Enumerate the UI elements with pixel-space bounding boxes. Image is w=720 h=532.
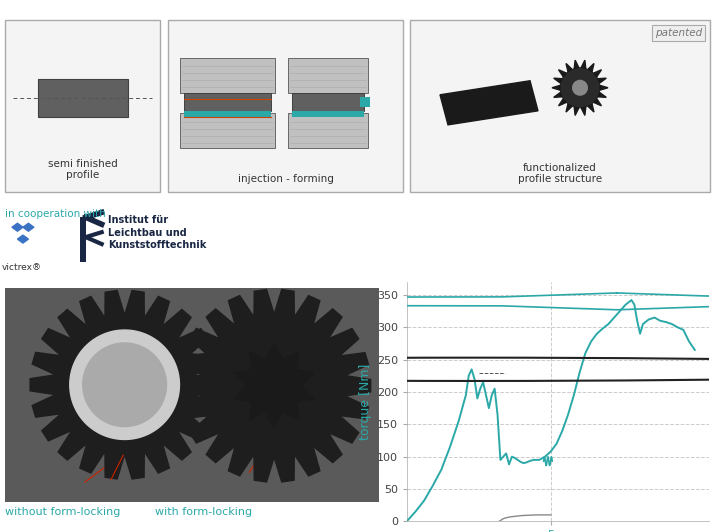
Text: victrex®: victrex® <box>2 263 42 272</box>
Polygon shape <box>83 343 166 427</box>
Polygon shape <box>566 104 572 112</box>
Polygon shape <box>594 70 601 77</box>
Bar <box>180 113 275 148</box>
Polygon shape <box>594 99 601 106</box>
Circle shape <box>560 68 600 108</box>
Polygon shape <box>440 81 538 125</box>
Bar <box>80 218 86 262</box>
Bar <box>292 93 364 111</box>
Polygon shape <box>574 60 579 69</box>
Polygon shape <box>559 70 567 77</box>
Bar <box>37 79 127 117</box>
Polygon shape <box>234 344 314 428</box>
Polygon shape <box>559 99 567 106</box>
Polygon shape <box>588 63 594 72</box>
Polygon shape <box>566 63 572 72</box>
Polygon shape <box>600 85 608 90</box>
Circle shape <box>572 80 588 96</box>
Text: functionalized
profile structure: functionalized profile structure <box>518 163 602 185</box>
Bar <box>292 111 364 117</box>
Text: with form-locking: with form-locking <box>155 507 252 517</box>
FancyBboxPatch shape <box>410 20 710 193</box>
Polygon shape <box>598 93 606 97</box>
Text: injection - forming: injection - forming <box>238 174 333 185</box>
Bar <box>180 57 275 93</box>
Polygon shape <box>574 107 579 115</box>
Bar <box>288 57 368 93</box>
Text: without form-locking: without form-locking <box>5 507 120 517</box>
Text: patented: patented <box>654 28 702 38</box>
Polygon shape <box>12 223 23 231</box>
Polygon shape <box>554 93 562 97</box>
Bar <box>184 93 271 111</box>
Polygon shape <box>588 104 594 112</box>
Bar <box>288 113 368 148</box>
Text: in cooperation with: in cooperation with <box>5 210 106 220</box>
Polygon shape <box>554 78 562 83</box>
Text: semi finished
profile: semi finished profile <box>48 159 117 180</box>
Polygon shape <box>552 85 560 90</box>
Bar <box>5 288 379 502</box>
Bar <box>184 111 271 117</box>
Polygon shape <box>178 289 371 482</box>
Polygon shape <box>581 107 586 115</box>
FancyBboxPatch shape <box>5 20 160 193</box>
Polygon shape <box>55 315 194 454</box>
Polygon shape <box>70 330 179 439</box>
Polygon shape <box>202 314 346 458</box>
Bar <box>184 93 271 99</box>
Polygon shape <box>23 223 34 231</box>
Polygon shape <box>598 78 606 83</box>
Polygon shape <box>17 235 28 243</box>
Bar <box>360 97 370 107</box>
Text: Institut für
Leichtbau und
Kunststofftechnik: Institut für Leichtbau und Kunststofftec… <box>108 215 206 250</box>
Y-axis label: torque [Nm]: torque [Nm] <box>359 363 372 440</box>
Polygon shape <box>581 60 586 69</box>
FancyBboxPatch shape <box>168 20 403 193</box>
Polygon shape <box>30 290 219 479</box>
